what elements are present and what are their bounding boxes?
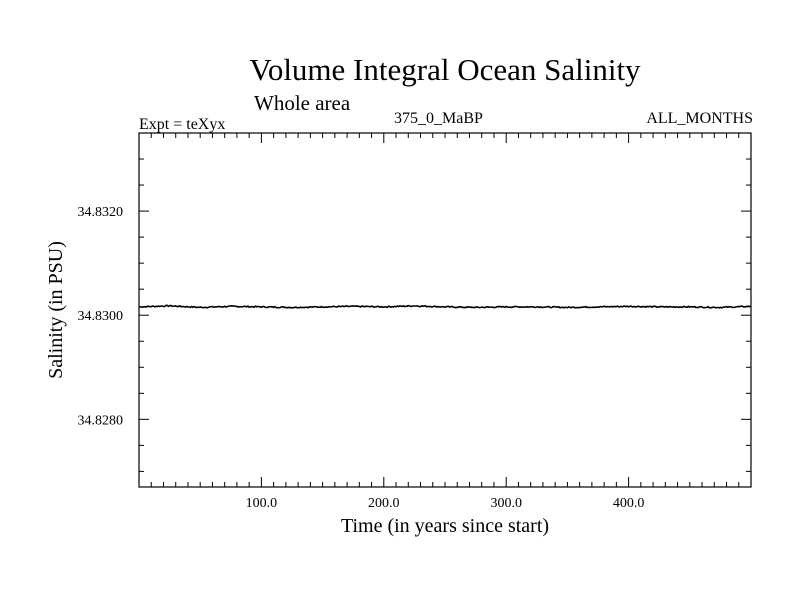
chart-subtitle: Whole area bbox=[254, 91, 351, 115]
x-tick-label: 100.0 bbox=[246, 496, 278, 511]
x-tick-label: 400.0 bbox=[613, 496, 645, 511]
experiment-label: Expt = teXyx bbox=[139, 116, 226, 133]
chart-title: Volume Integral Ocean Salinity bbox=[249, 52, 641, 87]
run-label: 375_0_MaBP bbox=[394, 110, 483, 127]
axis-tick-labels: 100.0 200.0 300.0 400.0 34.8280 34.8300 34.832… bbox=[78, 205, 645, 511]
axis-ticks bbox=[139, 133, 751, 487]
y-tick-label: 34.8280 bbox=[78, 413, 124, 428]
y-tick-label: 34.8320 bbox=[78, 205, 124, 220]
x-tick-label: 200.0 bbox=[368, 496, 400, 511]
plot-frame bbox=[138, 132, 752, 488]
series-line bbox=[138, 304, 752, 309]
period-label: ALL_MONTHS bbox=[646, 110, 753, 127]
y-tick-label: 34.8300 bbox=[78, 309, 124, 324]
x-tick-label: 300.0 bbox=[490, 496, 522, 511]
x-axis-label: Time (in years since start) bbox=[341, 515, 549, 537]
y-axis-label: Salinity (in PSU) bbox=[45, 241, 67, 379]
